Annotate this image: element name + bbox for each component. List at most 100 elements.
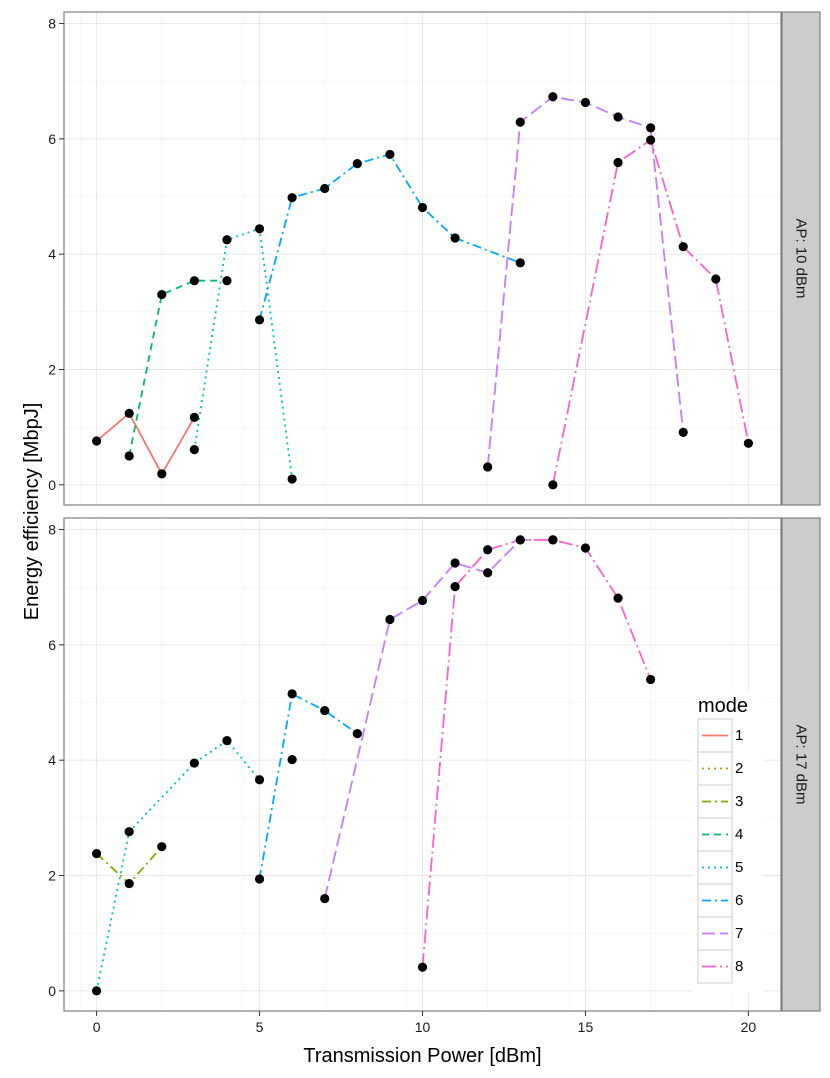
legend-title: mode bbox=[698, 695, 748, 717]
facet-panels: AP: 10 dBm AP: 17 dBm bbox=[63, 11, 821, 1012]
data-point-mode-8 bbox=[515, 535, 525, 545]
data-point-mode-6 bbox=[385, 149, 395, 160]
facet-strip-label: AP: 17 dBm bbox=[793, 724, 810, 804]
legend-label-mode-6: 6 bbox=[735, 892, 743, 909]
data-point-mode-5 bbox=[124, 827, 134, 837]
x-axis-title: Transmission Power [dBm] bbox=[303, 1045, 541, 1067]
data-point-mode-6 bbox=[352, 729, 362, 739]
legend: mode 1 2 3 4 5 6 7 8 bbox=[692, 690, 764, 992]
facet-strip bbox=[781, 517, 821, 1012]
data-point-mode-7 bbox=[580, 97, 591, 108]
data-point-mode-1 bbox=[189, 412, 199, 422]
data-point-mode-3 bbox=[157, 842, 167, 852]
data-point-mode-8 bbox=[711, 274, 721, 284]
data-point-mode-7 bbox=[646, 123, 656, 133]
legend-label-mode-3: 3 bbox=[735, 793, 743, 810]
y-tick-label: 8 bbox=[48, 522, 56, 538]
data-point-mode-5 bbox=[254, 224, 265, 234]
legend-label-mode-4: 4 bbox=[735, 826, 743, 843]
data-point-mode-5 bbox=[189, 445, 199, 455]
data-point-mode-8 bbox=[580, 543, 591, 553]
data-point-mode-8 bbox=[613, 157, 623, 168]
legend-label-mode-5: 5 bbox=[735, 859, 743, 876]
data-point-mode-6 bbox=[352, 159, 362, 169]
data-point-mode-8 bbox=[646, 135, 656, 145]
data-point-mode-4 bbox=[124, 451, 134, 461]
y-tick-label: 2 bbox=[48, 361, 56, 377]
data-point-mode-6 bbox=[287, 193, 297, 203]
data-point-mode-8 bbox=[548, 535, 558, 545]
data-point-mode-6 bbox=[254, 315, 265, 325]
data-point-mode-1 bbox=[91, 436, 102, 446]
data-point-mode-3 bbox=[124, 878, 134, 889]
data-point-mode-4 bbox=[189, 276, 199, 286]
legend-label-mode-8: 8 bbox=[735, 958, 743, 975]
facet-strip bbox=[781, 11, 821, 506]
data-point-mode-8 bbox=[483, 545, 493, 555]
data-point-mode-1 bbox=[124, 408, 134, 418]
data-point-mode-8 bbox=[646, 674, 656, 685]
data-point bbox=[287, 754, 297, 765]
y-axis-title: Energy efficiency [MbpJ] bbox=[21, 403, 43, 621]
y-tick-label: 2 bbox=[48, 867, 56, 883]
data-point-mode-7 bbox=[483, 568, 493, 578]
facet-strip-label: AP: 10 dBm bbox=[793, 218, 810, 298]
data-point-mode-5 bbox=[222, 235, 232, 245]
data-point-mode-6 bbox=[417, 202, 428, 213]
data-point-mode-7 bbox=[613, 112, 623, 122]
data-point-mode-6 bbox=[287, 689, 297, 699]
data-point-mode-5 bbox=[222, 735, 232, 746]
data-point-mode-7 bbox=[515, 117, 525, 127]
legend-label-mode-2: 2 bbox=[735, 760, 743, 777]
series-line-mode-8 bbox=[421, 539, 652, 968]
data-point-mode-8 bbox=[417, 962, 428, 972]
data-point-mode-5 bbox=[287, 474, 297, 484]
data-point-mode-5 bbox=[91, 986, 102, 996]
series-line-mode-4 bbox=[128, 279, 227, 457]
data-point-mode-6 bbox=[320, 183, 330, 194]
data-point-mode-7 bbox=[483, 462, 493, 472]
data-point-mode-8 bbox=[743, 438, 754, 448]
legend-label-mode-1: 1 bbox=[735, 727, 743, 744]
y-tick-label: 8 bbox=[48, 16, 56, 32]
series-line-mode-5 bbox=[95, 739, 261, 991]
data-point-mode-5 bbox=[254, 775, 265, 785]
panel-border bbox=[63, 11, 782, 506]
data-point-mode-6 bbox=[515, 258, 525, 268]
data-point-mode-6 bbox=[450, 233, 460, 243]
data-point-mode-6 bbox=[320, 705, 330, 716]
data-point-mode-7 bbox=[320, 893, 330, 904]
data-point-mode-8 bbox=[613, 593, 623, 603]
data-point-mode-7 bbox=[450, 558, 460, 568]
y-tick-label: 6 bbox=[48, 131, 56, 147]
y-tick-label: 0 bbox=[48, 477, 56, 493]
facet-panel: AP: 17 dBm bbox=[63, 517, 821, 1012]
data-point-mode-8 bbox=[678, 242, 688, 252]
legend-label-mode-7: 7 bbox=[735, 925, 743, 942]
y-tick-label: 4 bbox=[48, 246, 56, 262]
x-tick-label: 0 bbox=[93, 1019, 101, 1035]
x-tick-label: 20 bbox=[741, 1019, 757, 1035]
data-point-mode-6 bbox=[254, 874, 265, 884]
series-line-mode-8 bbox=[552, 139, 750, 485]
facet-panel: AP: 10 dBm bbox=[63, 11, 821, 506]
data-point-mode-8 bbox=[548, 480, 558, 490]
y-tick-label: 6 bbox=[48, 637, 56, 653]
data-point-mode-4 bbox=[222, 276, 232, 286]
y-tick-label: 4 bbox=[48, 752, 56, 768]
data-point-mode-7 bbox=[548, 92, 558, 102]
data-point-mode-5 bbox=[189, 758, 199, 768]
x-tick-label: 5 bbox=[256, 1019, 264, 1035]
series-line-mode-5 bbox=[193, 227, 293, 480]
data-point-mode-7 bbox=[417, 595, 428, 606]
data-point-mode-8 bbox=[450, 582, 460, 592]
data-point-mode-4 bbox=[157, 289, 167, 300]
data-point-mode-7 bbox=[678, 427, 688, 437]
data-point-mode-1 bbox=[157, 469, 167, 479]
x-tick-label: 15 bbox=[578, 1019, 594, 1035]
data-point-mode-7 bbox=[385, 614, 395, 625]
data-point-mode-3 bbox=[91, 848, 102, 859]
series-line-mode-1 bbox=[96, 412, 196, 475]
